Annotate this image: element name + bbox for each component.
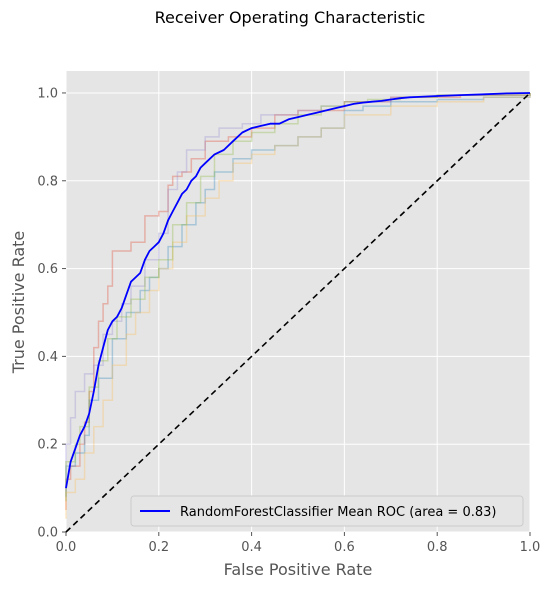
x-tick-label: 0.6 <box>334 540 355 555</box>
fold-roc-curve-4 <box>65 93 531 519</box>
y-tick-label: 0.0 <box>37 526 58 541</box>
y-axis-label: True Positive Rate <box>9 231 28 375</box>
plot-area <box>66 71 530 532</box>
roc-curves <box>65 92 531 533</box>
x-tick-label: 0.2 <box>148 540 169 555</box>
y-tick-label: 0.4 <box>37 350 58 365</box>
fold-roc-curve-3 <box>65 93 531 489</box>
legend: RandomForestClassifier Mean ROC (area = … <box>130 495 524 527</box>
x-tick-label: 0.4 <box>241 540 262 555</box>
fold-roc-curve-1 <box>65 93 531 510</box>
mean-roc-curve <box>65 92 531 489</box>
chart-title: Receiver Operating Characteristic <box>155 8 426 27</box>
y-tick-label: 0.2 <box>37 438 58 453</box>
y-tick-label: 0.6 <box>37 262 58 277</box>
y-tick-label: 0.8 <box>37 174 58 189</box>
chance-diagonal-line <box>65 92 531 533</box>
y-axis-ticks: 0.0 0.2 0.4 0.6 0.8 1.0 <box>37 86 66 541</box>
legend-label-mean: RandomForestClassifier Mean ROC (area = … <box>180 505 496 520</box>
legend-box <box>130 495 524 527</box>
x-tick-label: 1.0 <box>520 540 541 555</box>
x-axis-ticks: 0.0 0.2 0.4 0.6 0.8 1.0 <box>56 532 541 555</box>
fold-roc-curve-2 <box>65 93 531 497</box>
x-tick-label: 0.8 <box>427 540 448 555</box>
grid <box>65 71 531 533</box>
fold-roc-curve-5 <box>65 93 531 502</box>
x-tick-label: 0.0 <box>56 540 77 555</box>
y-tick-label: 1.0 <box>37 86 58 101</box>
x-axis-label: False Positive Rate <box>224 560 373 579</box>
